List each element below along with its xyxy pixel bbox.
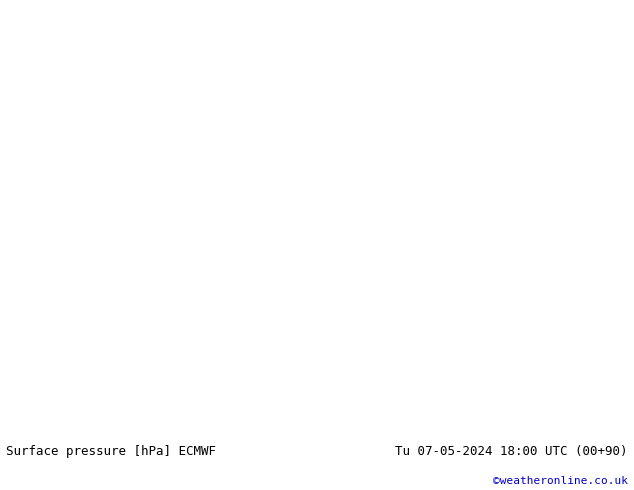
- Text: Surface pressure [hPa] ECMWF: Surface pressure [hPa] ECMWF: [6, 445, 216, 458]
- Text: ©weatheronline.co.uk: ©weatheronline.co.uk: [493, 476, 628, 486]
- Text: Tu 07-05-2024 18:00 UTC (00+90): Tu 07-05-2024 18:00 UTC (00+90): [395, 445, 628, 458]
